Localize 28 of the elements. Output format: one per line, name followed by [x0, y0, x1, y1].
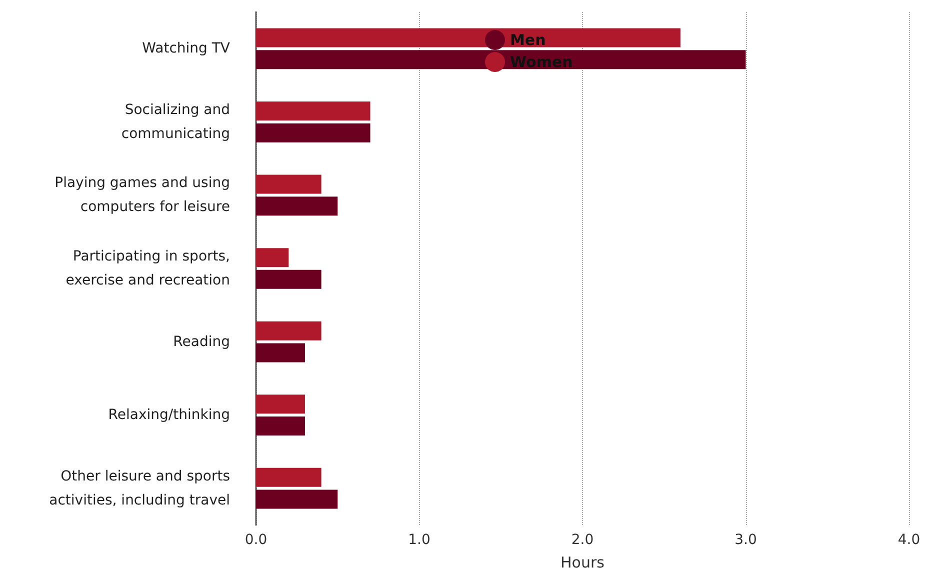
bar: [256, 416, 305, 436]
bar: [256, 490, 338, 509]
bar: [256, 102, 370, 121]
x-tick-label: 0.0: [244, 532, 268, 548]
bar: [256, 270, 322, 289]
x-tick-label: 4.0: [898, 532, 920, 548]
legend-label: Women: [510, 53, 573, 71]
bar: [256, 248, 289, 268]
x-tick-label: 1.0: [408, 532, 430, 548]
y-tick-label: Socializing and communicating: [121, 102, 230, 142]
y-tick-label: Reading: [173, 334, 230, 350]
y-tick-label: Other leisure and sports activities, including travel: [49, 468, 230, 508]
x-axis-title: Hours: [560, 554, 605, 572]
legend-label: Men: [510, 31, 546, 49]
x-tick-label: 3.0: [734, 532, 757, 548]
bar: [256, 343, 305, 362]
bar: [256, 174, 322, 194]
y-tick-label: Watching TV: [142, 40, 230, 57]
y-tick-label: Relaxing/thinking: [108, 407, 230, 424]
bar: [256, 321, 322, 340]
y-tick-label: Participating in sports, exercise and recreation: [66, 248, 230, 288]
y-tick-label: Playing games and using computers for leisure: [54, 175, 230, 216]
bar: [256, 28, 680, 48]
bar: [256, 123, 370, 142]
bar: [256, 394, 305, 414]
bar: [256, 196, 338, 216]
bar: [256, 468, 322, 487]
x-tick-label: 2.0: [571, 532, 594, 548]
